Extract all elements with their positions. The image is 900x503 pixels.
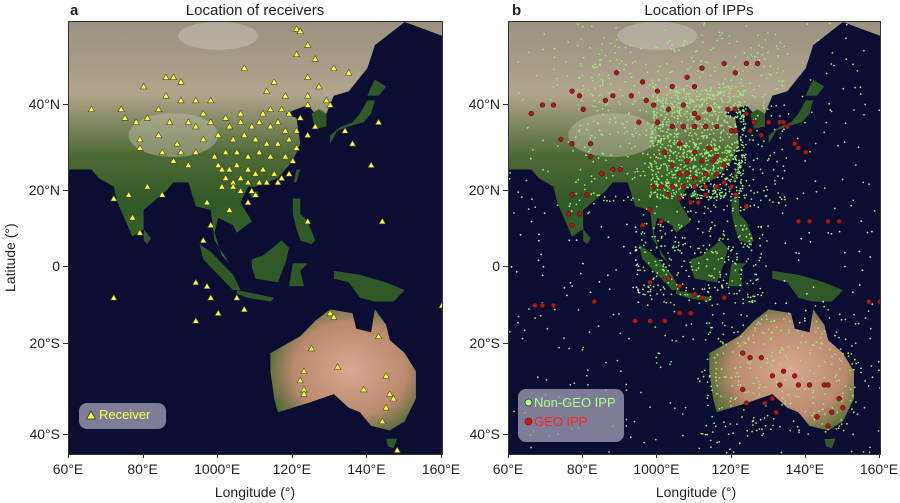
satellite-basemap (509, 22, 880, 454)
y-tick (63, 343, 68, 344)
y-tick-label: 0 (492, 258, 500, 274)
x-axis-label: Longitude (°) (655, 484, 737, 500)
x-tick (217, 453, 219, 458)
x-tick-label: 80°E (127, 461, 158, 477)
y-tick (503, 266, 508, 267)
x-axis-label: Longitude (°) (214, 484, 296, 500)
y-tick-label: 0 (52, 258, 60, 274)
x-tick (879, 453, 880, 458)
map-plot-area (68, 21, 443, 455)
x-tick-label: 60°E (52, 461, 84, 477)
y-tick-label: 20°N (28, 182, 60, 198)
y-tick (503, 190, 508, 191)
y-tick-label: 20°N (468, 182, 500, 198)
receiver-triangle-icon (86, 409, 96, 419)
y-tick (503, 343, 508, 344)
x-tick (142, 453, 144, 458)
x-tick (291, 453, 293, 458)
legend-label-receiver: Receiver (99, 407, 151, 422)
legend: Receiver (79, 403, 166, 429)
y-tick-label: 40°N (468, 96, 500, 112)
map-plot-area (508, 21, 881, 455)
x-tick-label: 140°E (785, 461, 824, 477)
x-tick (804, 453, 806, 458)
x-tick (730, 453, 732, 458)
y-tick-label: 40°S (469, 426, 500, 442)
geo-dot-icon (524, 417, 533, 426)
panel-title: Location of receivers (185, 2, 325, 19)
y-tick (63, 190, 68, 191)
satellite-basemap (69, 22, 442, 454)
panel-a: a Location of receivers Receiver Latitud… (2, 2, 460, 500)
y-tick-label: 20°S (469, 335, 500, 351)
y-tick (503, 434, 508, 435)
x-tick (656, 453, 658, 458)
x-tick (366, 453, 368, 458)
legend-label-geo: GEO IPP (534, 414, 588, 429)
panel-letter: a (70, 2, 79, 19)
x-tick-label: 80°E (566, 461, 598, 477)
x-tick-label: 60°E (492, 461, 524, 477)
y-tick-label: 40°S (29, 426, 60, 442)
x-tick (441, 453, 442, 458)
x-tick-label: 1000°E (194, 461, 241, 477)
y-tick (63, 104, 68, 105)
x-tick (582, 453, 584, 458)
legend-label-non-geo: Non-GEO IPP (534, 395, 616, 410)
non-geo-dot-icon (524, 398, 533, 407)
y-tick (503, 104, 508, 105)
x-tick (68, 453, 69, 458)
y-tick (63, 266, 68, 267)
x-tick-label: 120°E (272, 461, 311, 477)
x-tick-label: 160°E (421, 461, 461, 477)
panel-letter: b (512, 2, 522, 19)
y-tick-label: 20°S (29, 335, 60, 351)
x-tick-label: 160°E (859, 461, 899, 477)
x-tick-label: 140°E (347, 461, 386, 477)
legend: Non-GEO IPP GEO IPP (518, 389, 624, 442)
y-tick-label: 40°N (28, 96, 60, 112)
panel-title: Location of IPPs (644, 2, 754, 19)
y-tick (63, 434, 68, 435)
x-tick-label: 1000°E (633, 461, 680, 477)
x-tick (508, 453, 509, 458)
x-tick-label: 120°E (711, 461, 750, 477)
